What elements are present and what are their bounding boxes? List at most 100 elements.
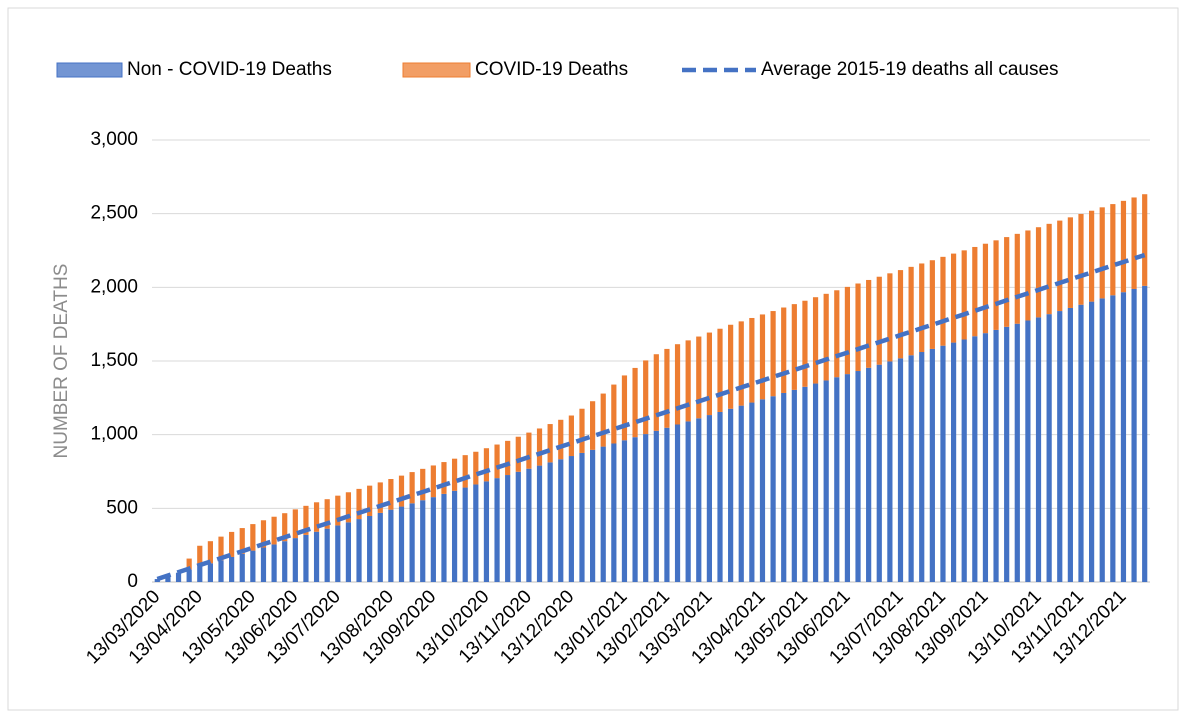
- bar: [696, 336, 702, 419]
- bar: [1004, 326, 1010, 582]
- y-tick-label: 1,500: [90, 350, 138, 371]
- bar: [1099, 298, 1105, 582]
- bar: [441, 462, 447, 494]
- bar: [568, 456, 574, 582]
- bar: [526, 468, 532, 582]
- bar: [993, 240, 999, 330]
- bar: [1120, 200, 1127, 293]
- bar: [462, 487, 468, 582]
- bar: [462, 455, 468, 488]
- bar: [579, 408, 585, 453]
- bar: [972, 336, 978, 582]
- bar: [420, 468, 426, 501]
- bar: [515, 471, 521, 582]
- bar: [876, 364, 882, 582]
- bar: [802, 300, 808, 387]
- bar: [367, 485, 373, 516]
- y-tick-label: 2,500: [90, 203, 138, 224]
- bar: [313, 502, 320, 532]
- bar: [388, 479, 394, 510]
- bar: [186, 569, 192, 582]
- y-tick-label: 0: [127, 571, 138, 592]
- bar: [791, 389, 797, 582]
- bar: [823, 380, 829, 582]
- bar: [218, 560, 224, 582]
- bar: [473, 451, 479, 485]
- bar: [1131, 288, 1137, 582]
- bar: [961, 250, 967, 340]
- bar: [430, 465, 436, 498]
- bar: [558, 419, 564, 460]
- bar: [929, 260, 935, 349]
- bar: [621, 375, 628, 441]
- bar: [897, 270, 904, 359]
- bar: [377, 482, 383, 513]
- bar: [590, 449, 596, 582]
- bar: [526, 432, 532, 469]
- bar: [611, 443, 617, 582]
- bar: [908, 266, 914, 356]
- bar: [802, 386, 808, 582]
- bar: [547, 462, 553, 582]
- bar: [611, 384, 617, 444]
- bar: [866, 279, 872, 368]
- bar: [812, 297, 819, 384]
- bar: [260, 547, 267, 582]
- bar: [632, 367, 638, 438]
- bar: [674, 424, 681, 582]
- bar: [621, 440, 628, 582]
- bar: [664, 348, 670, 428]
- y-axis-label: NUMBER OF DEATHS: [51, 264, 72, 459]
- bar: [271, 544, 277, 582]
- bar: [706, 332, 712, 416]
- bar: [218, 536, 224, 561]
- bar: [197, 545, 203, 567]
- bar: [919, 352, 925, 582]
- bar: [313, 531, 320, 582]
- legend-swatch: [56, 62, 123, 78]
- bar: [940, 345, 946, 582]
- bar: [239, 553, 245, 582]
- bar: [292, 509, 298, 539]
- bar: [749, 402, 755, 582]
- legend-label: COVID-19 Deaths: [475, 59, 628, 80]
- bar: [409, 503, 415, 582]
- bar: [685, 340, 691, 422]
- bar: [1057, 220, 1063, 312]
- bar: [791, 304, 797, 390]
- bar: [1067, 307, 1073, 582]
- bar: [1014, 233, 1020, 324]
- bar: [536, 465, 543, 582]
- bar: [759, 399, 766, 582]
- bar: [324, 528, 330, 582]
- bar: [600, 446, 606, 582]
- bar: [738, 321, 744, 406]
- bar: [398, 506, 405, 582]
- bar: [876, 276, 882, 365]
- bar: [282, 513, 288, 542]
- bar: [345, 522, 352, 582]
- bar: [929, 348, 935, 582]
- bar: [430, 497, 436, 582]
- bar: [303, 505, 309, 535]
- bar: [335, 525, 341, 582]
- bar: [940, 256, 946, 346]
- bar: [770, 396, 776, 582]
- bar: [834, 377, 840, 582]
- bar: [494, 444, 500, 479]
- bar: [728, 324, 734, 409]
- legend-label: Non - COVID-19 Deaths: [127, 59, 332, 80]
- bar: [1120, 292, 1127, 582]
- bar: [1089, 210, 1095, 302]
- bar: [207, 541, 213, 564]
- bar: [993, 329, 999, 582]
- bar: [1004, 237, 1010, 327]
- bar: [558, 459, 564, 582]
- bar: [685, 421, 691, 582]
- bar: [844, 286, 851, 375]
- bar: [1110, 295, 1116, 582]
- bar: [1035, 227, 1042, 318]
- bar: [1025, 320, 1031, 582]
- bar: [632, 437, 638, 582]
- legend-swatch: [402, 62, 471, 78]
